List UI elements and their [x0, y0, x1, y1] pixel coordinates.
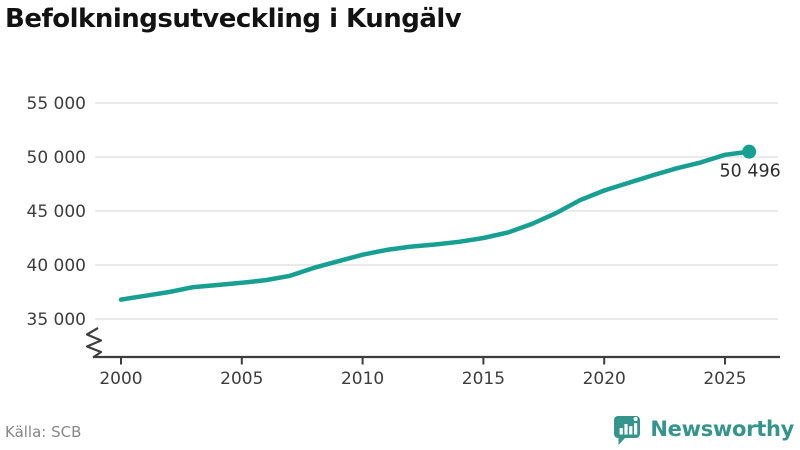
y-axis-label: 55 000	[27, 94, 86, 114]
end-value-label: 50 496	[720, 162, 781, 182]
y-axis-label: 45 000	[27, 202, 86, 222]
x-axis-label: 2010	[341, 369, 384, 389]
newsworthy-wordmark: Newsworthy	[650, 417, 794, 441]
y-axis-label: 35 000	[27, 310, 86, 330]
x-axis-label: 2000	[99, 369, 142, 389]
x-axis-label: 2025	[703, 369, 746, 389]
newsworthy-logo: Newsworthy	[611, 413, 794, 445]
end-point-marker	[742, 144, 757, 159]
x-axis-label: 2020	[583, 369, 626, 389]
series-line	[118, 149, 752, 302]
y-axis-label: 40 000	[27, 256, 86, 276]
newsworthy-bubble-chart-icon	[614, 416, 641, 445]
x-axis-label: 2015	[462, 369, 505, 389]
y-axis-label: 50 000	[27, 148, 86, 168]
x-axis-label: 2005	[220, 369, 263, 389]
source-note: Källa: SCB	[5, 423, 82, 441]
chart-title: Befolkningsutveckling i Kungälv	[5, 4, 462, 34]
axis-break-icon	[85, 327, 103, 359]
